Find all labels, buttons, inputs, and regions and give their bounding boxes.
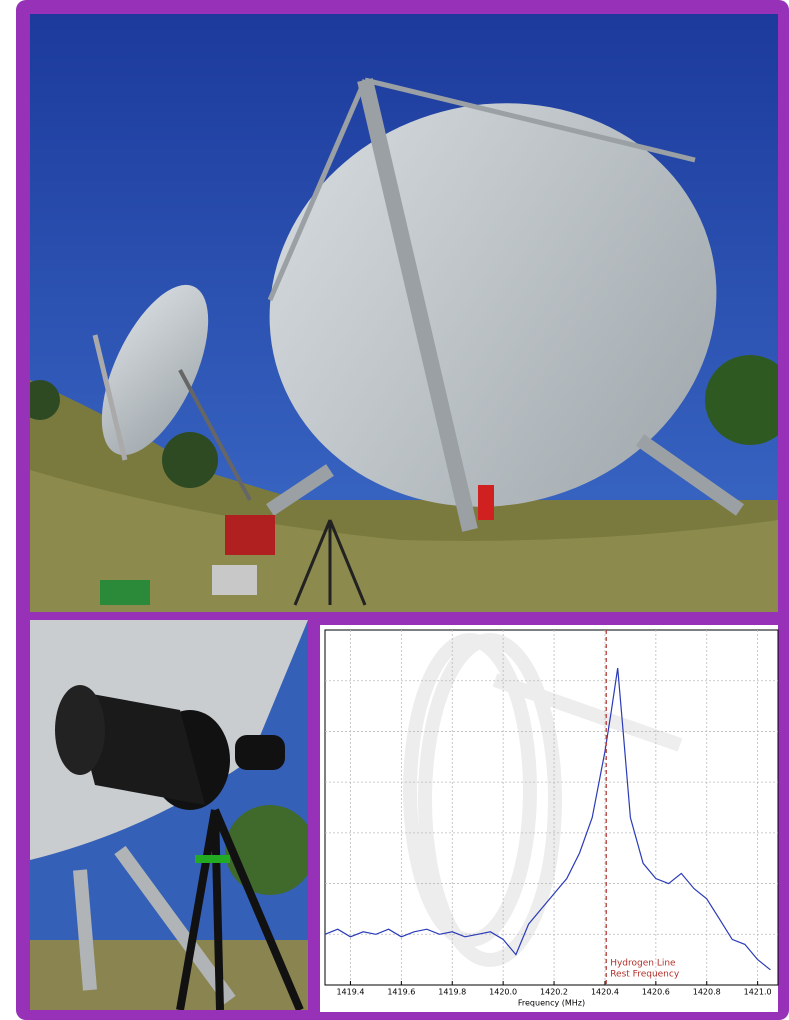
x-axis-label: Frequency (MHz): [518, 999, 585, 1008]
x-tick-label: 1420.0: [489, 988, 517, 997]
x-tick-label: 1420.6: [642, 988, 670, 997]
receiver-photo: [30, 620, 315, 1010]
reference-label: Hydrogen Line: [610, 959, 676, 969]
x-tick-label: 1419.6: [387, 988, 415, 997]
page: 1419.4 1419.6 1419.8 1420.0 1420.2 1420.4 1420…: [0, 0, 789, 1020]
x-tick-label: 1421.0: [744, 988, 772, 997]
reference-label: Rest Frequency: [610, 970, 680, 980]
x-tick-label: 1420.8: [693, 988, 721, 997]
x-tick-label: 1419.4: [336, 988, 364, 997]
collage: 1419.4 1419.6 1419.8 1420.0 1420.2 1420.4 1420…: [0, 0, 789, 1020]
x-tick-label: 1420.2: [540, 988, 568, 997]
x-tick-label: 1420.4: [591, 988, 619, 997]
x-tick-label: 1419.8: [438, 988, 466, 997]
antenna-photo: [20, 14, 789, 612]
